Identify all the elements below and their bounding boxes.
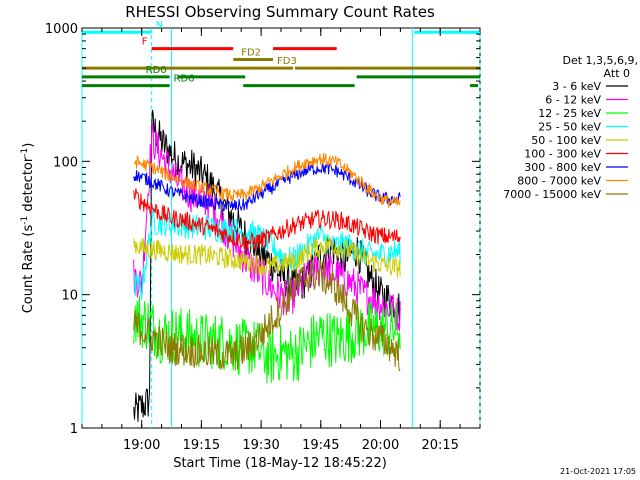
series-line-4	[133, 236, 401, 278]
x-tick-label-0: 19:00	[123, 438, 160, 453]
series-line-8	[133, 259, 401, 372]
legend-label-3: 25 - 50 keV	[538, 121, 601, 134]
flag-label-0: N	[156, 20, 163, 31]
x-tick-label-1: 19:15	[183, 438, 220, 453]
series-line-2	[133, 295, 401, 384]
legend-label-1: 6 - 12 keV	[545, 94, 601, 107]
legend-label-6: 300 - 800 keV	[524, 161, 601, 174]
y-tick-label-3: 1000	[45, 22, 78, 37]
y-tick-label-0: 1	[70, 422, 78, 437]
flag-label-3: FD3	[277, 56, 297, 67]
y-tick-label-2: 100	[53, 155, 78, 170]
series-line-1	[133, 122, 401, 332]
legend-label-5: 100 - 300 keV	[524, 148, 601, 161]
x-tick-label-3: 19:45	[302, 438, 339, 453]
date-stamp: 21-Oct-2021 17:05	[560, 467, 636, 476]
x-tick-label-2: 19:30	[242, 438, 279, 453]
legend-label-4: 50 - 100 keV	[531, 134, 601, 147]
legend-label-2: 12 - 25 keV	[538, 107, 601, 120]
y-tick-label-1: 10	[61, 289, 78, 304]
legend-label-8: 7000 - 15000 keV	[503, 188, 601, 201]
x-tick-label-5: 20:15	[421, 438, 458, 453]
chart-title: RHESSI Observing Summary Count Rates	[125, 3, 435, 21]
flag-label-1: F	[142, 37, 148, 48]
legend-label-0: 3 - 6 keV	[552, 80, 601, 93]
x-axis-label: Start Time (18-May-12 18:45:22)	[173, 456, 387, 471]
flag-label-2: FD2	[241, 48, 261, 59]
flag-label-4: RD0	[146, 65, 167, 76]
legend-label-7: 800 - 7000 keV	[517, 175, 601, 188]
y-axis-label: Count Rate (s-1 detector-1)	[20, 143, 36, 314]
flag-label-5: RD6	[174, 74, 195, 85]
series-line-0	[133, 109, 401, 422]
x-tick-label-4: 20:00	[362, 438, 399, 453]
legend-header-attenuator: Att 0	[604, 67, 630, 80]
legend-header-detectors: Det 1,3,5,6,9,	[562, 54, 638, 67]
series-line-5	[133, 188, 401, 251]
series-line-7	[133, 152, 401, 209]
